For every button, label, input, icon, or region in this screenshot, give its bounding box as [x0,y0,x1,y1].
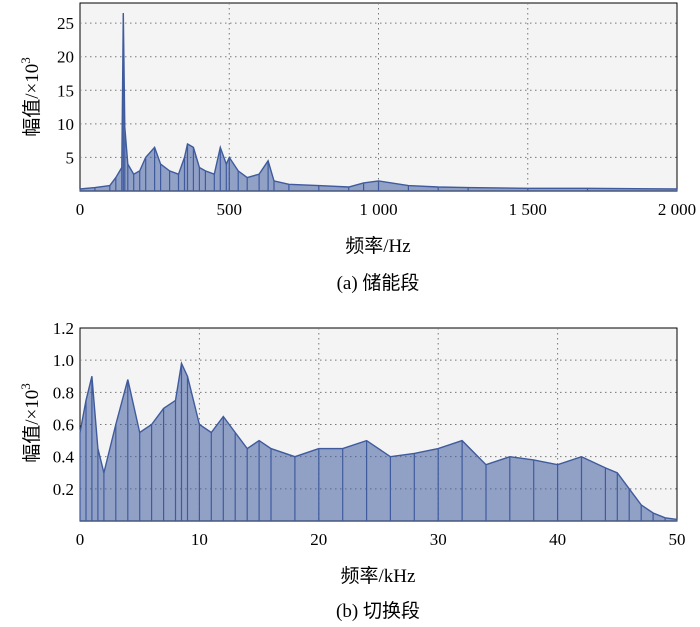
ticks-b: 0 10 20 30 40 50 0.2 0.4 0.6 0.8 1.0 1.2 [53,319,686,549]
x-tick-label: 40 [549,530,566,549]
y-tick-label: 0.2 [53,480,74,499]
y-axis-label-a: 幅值/×103 [18,57,43,137]
grid-a [80,3,677,191]
series-line [79,361,678,521]
y-axis-label-b: 幅值/×103 [18,383,43,463]
y-tick-label: 0.4 [53,448,75,467]
x-tick-label: 1 000 [359,200,397,219]
x-tick-label: 500 [217,200,243,219]
x-axis-label-b: 频率/kHz [341,565,416,587]
plot-area-a [79,2,678,192]
x-tick-label: 20 [310,530,327,549]
series-b [79,361,678,521]
x-tick-label: 30 [430,530,447,549]
y-axis-label-a-main: 幅值/×10 [21,64,43,137]
series-a [79,13,678,191]
y-tick-label: 15 [57,81,74,100]
x-tick-label: 50 [669,530,686,549]
panel-a-energy-storage: 0 500 1 000 1 500 2 000 5 10 15 20 25 频率/Hz 幅值/×1… [18,2,696,294]
caption-b: (b) 切换段 [336,600,420,622]
series-area [80,363,677,521]
series-line [79,13,678,190]
ticks-a: 0 500 1 000 1 500 2 000 5 10 15 20 25 [57,14,696,219]
y-tick-label: 1.0 [53,351,74,370]
x-tick-label: 10 [191,530,208,549]
y-tick-label: 20 [57,48,74,67]
caption-a: (a) 储能段 [337,272,420,294]
y-axis-label-b-main: 幅值/×10 [21,390,43,463]
panel-b-switching: 0 10 20 30 40 50 0.2 0.4 0.6 0.8 1.0 1.2 频率/kHz 幅值/… [18,319,686,622]
y-tick-label: 0.8 [53,383,74,402]
x-tick-label: 2 000 [658,200,696,219]
y-tick-label: 25 [57,14,74,33]
x-tick-label: 0 [76,530,85,549]
y-tick-label: 0.6 [53,416,74,435]
y-axis-label-b-exponent: 3 [18,383,33,390]
y-tick-label: 1.2 [53,319,74,338]
x-tick-label: 0 [76,200,85,219]
x-tick-label: 1 500 [509,200,547,219]
y-axis-label-a-exponent: 3 [18,57,33,64]
x-axis-label-a: 频率/Hz [345,235,410,257]
y-tick-label: 10 [57,115,74,134]
y-tick-label: 5 [66,148,75,167]
